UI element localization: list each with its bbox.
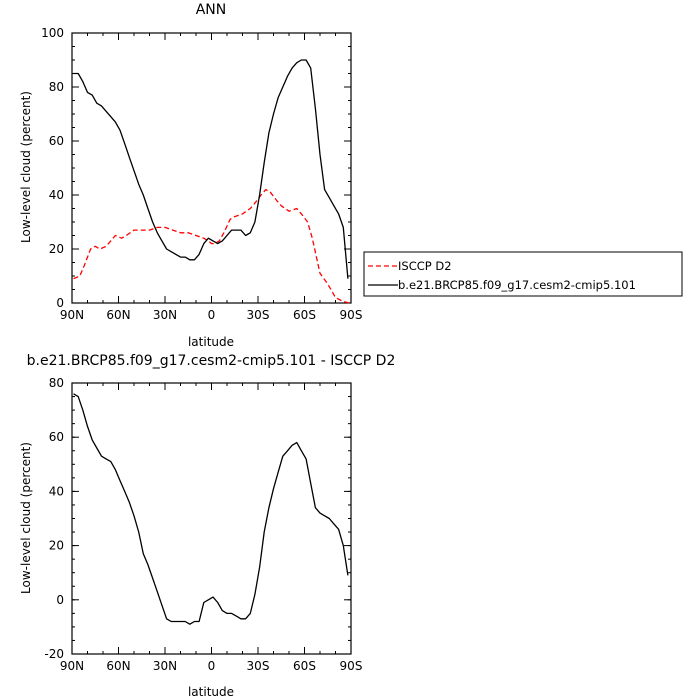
x-tick-label: 60N: [106, 659, 130, 673]
x-tick-label: 60S: [293, 659, 316, 673]
series-line-0: [73, 393, 349, 625]
y-tick-label: 60: [49, 134, 64, 148]
y-tick-label: 20: [49, 242, 64, 256]
legend-box: [363, 251, 683, 297]
x-axis-label: latitude: [188, 335, 234, 349]
x-tick-label: 30S: [247, 308, 270, 322]
y-tick-label: 0: [56, 296, 64, 310]
y-axis-label: Low-level cloud (percent): [19, 91, 33, 243]
x-tick-label: 30S: [247, 659, 270, 673]
x-tick-label: 90N: [60, 659, 84, 673]
y-tick-label: 80: [49, 80, 64, 94]
x-tick-label: 0: [208, 308, 216, 322]
y-tick-label: 0: [56, 593, 64, 607]
legend-label-isccp: ISCCP D2: [398, 259, 452, 273]
x-tick-label: 90S: [340, 659, 363, 673]
x-tick-label: 0: [208, 659, 216, 673]
chart-panel-difference: b.e21.BRCP85.f09_g17.cesm2-cmip5.101 - I…: [19, 353, 395, 699]
y-tick-label: 80: [49, 376, 64, 390]
x-tick-label: 30N: [153, 659, 177, 673]
y-tick-label: -20: [44, 647, 64, 661]
chart-title: b.e21.BRCP85.f09_g17.cesm2-cmip5.101 - I…: [27, 353, 396, 369]
legend: ISCCP D2 b.e21.BRCP85.f09_g17.cesm2-cmip…: [363, 251, 683, 297]
chart-panel-annual: ANN Low-level cloud (percent) latitude 0…: [19, 2, 362, 349]
y-axis-label: Low-level cloud (percent): [19, 442, 33, 594]
series-line-0: [73, 188, 350, 304]
chart-title: ANN: [196, 2, 227, 18]
y-tick-label: 60: [49, 430, 64, 444]
x-tick-label: 60N: [106, 308, 130, 322]
x-tick-label: 90S: [340, 308, 363, 322]
plot-frame: [71, 32, 352, 304]
y-tick-label: 20: [49, 539, 64, 553]
y-tick-label: 40: [49, 188, 64, 202]
x-axis-label: latitude: [188, 685, 234, 699]
y-tick-label: 100: [41, 26, 64, 40]
legend-label-model: b.e21.BRCP85.f09_g17.cesm2-cmip5.101: [398, 278, 636, 292]
x-tick-label: 30N: [153, 308, 177, 322]
series-line-1: [73, 59, 349, 279]
plot-frame: [71, 382, 352, 655]
x-tick-label: 60S: [293, 308, 316, 322]
x-tick-label: 90N: [60, 308, 84, 322]
y-tick-label: 40: [49, 484, 64, 498]
